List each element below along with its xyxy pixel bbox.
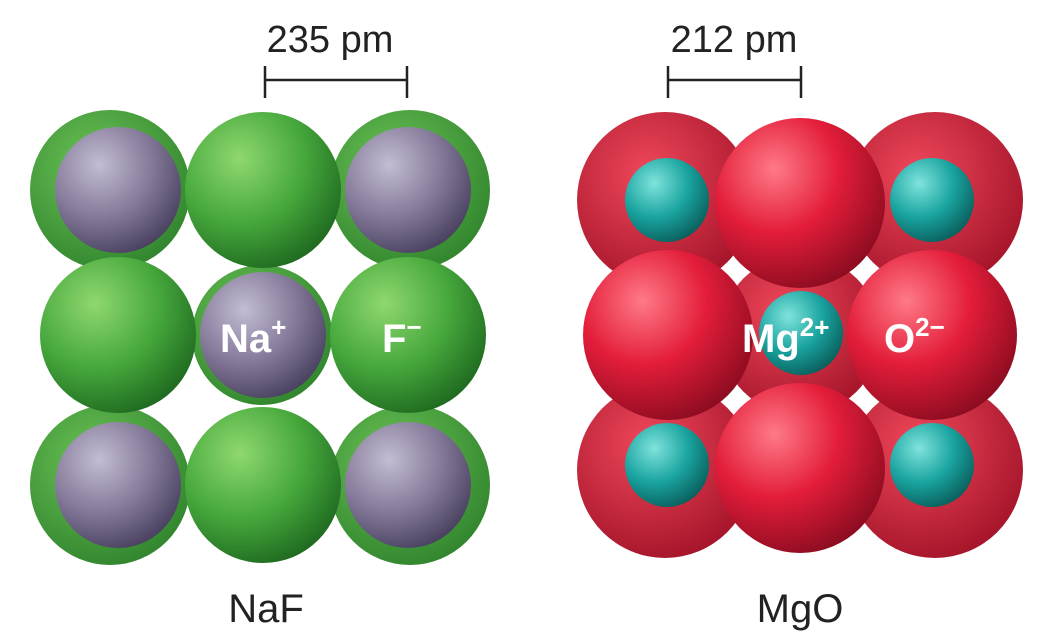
naf-anion-symbol: F — [382, 317, 406, 361]
mgo-anion — [583, 250, 753, 420]
mgo-distance-bracket — [666, 66, 803, 98]
naf-distance-bracket — [263, 66, 409, 98]
naf-anion-label: F− — [382, 312, 422, 361]
mgo-anion — [715, 383, 885, 553]
naf-cation — [55, 127, 181, 253]
naf-cation-symbol: Na — [220, 317, 272, 361]
naf-anion-charge: − — [406, 312, 421, 342]
naf-anion — [330, 257, 486, 413]
mgo-cation — [625, 158, 709, 242]
naf-cation-charge: + — [271, 312, 286, 342]
naf-cation — [345, 127, 471, 253]
mgo-cation-charge: 2+ — [800, 312, 830, 342]
mgo-cation — [890, 423, 974, 507]
mgo-cation-label: Mg2+ — [742, 312, 829, 361]
mgo-cation — [625, 423, 709, 507]
naf-anion — [40, 257, 196, 413]
naf-cation — [55, 422, 181, 548]
naf-caption: NaF — [228, 587, 304, 631]
mgo-cation — [890, 158, 974, 242]
mgo-distance-label: 212 pm — [671, 19, 798, 61]
mgo-anion — [847, 250, 1017, 420]
naf-anion — [185, 112, 341, 268]
naf-anion — [185, 407, 341, 563]
mgo-center-cation — [759, 291, 843, 375]
naf-lattice — [30, 110, 490, 565]
mgo-anion-symbol: O — [884, 317, 915, 361]
naf-cation-label: Na+ — [220, 312, 286, 361]
mgo-cation-symbol: Mg — [742, 317, 800, 361]
mgo-anion — [715, 118, 885, 288]
naf-center-cation — [200, 272, 326, 398]
naf-cation — [345, 422, 471, 548]
mgo-lattice — [577, 112, 1023, 558]
mgo-anion-charge: 2− — [915, 312, 945, 342]
naf-distance-label: 235 pm — [267, 19, 394, 61]
mgo-anion-label: O2− — [884, 312, 945, 361]
mgo-caption: MgO — [757, 587, 844, 631]
